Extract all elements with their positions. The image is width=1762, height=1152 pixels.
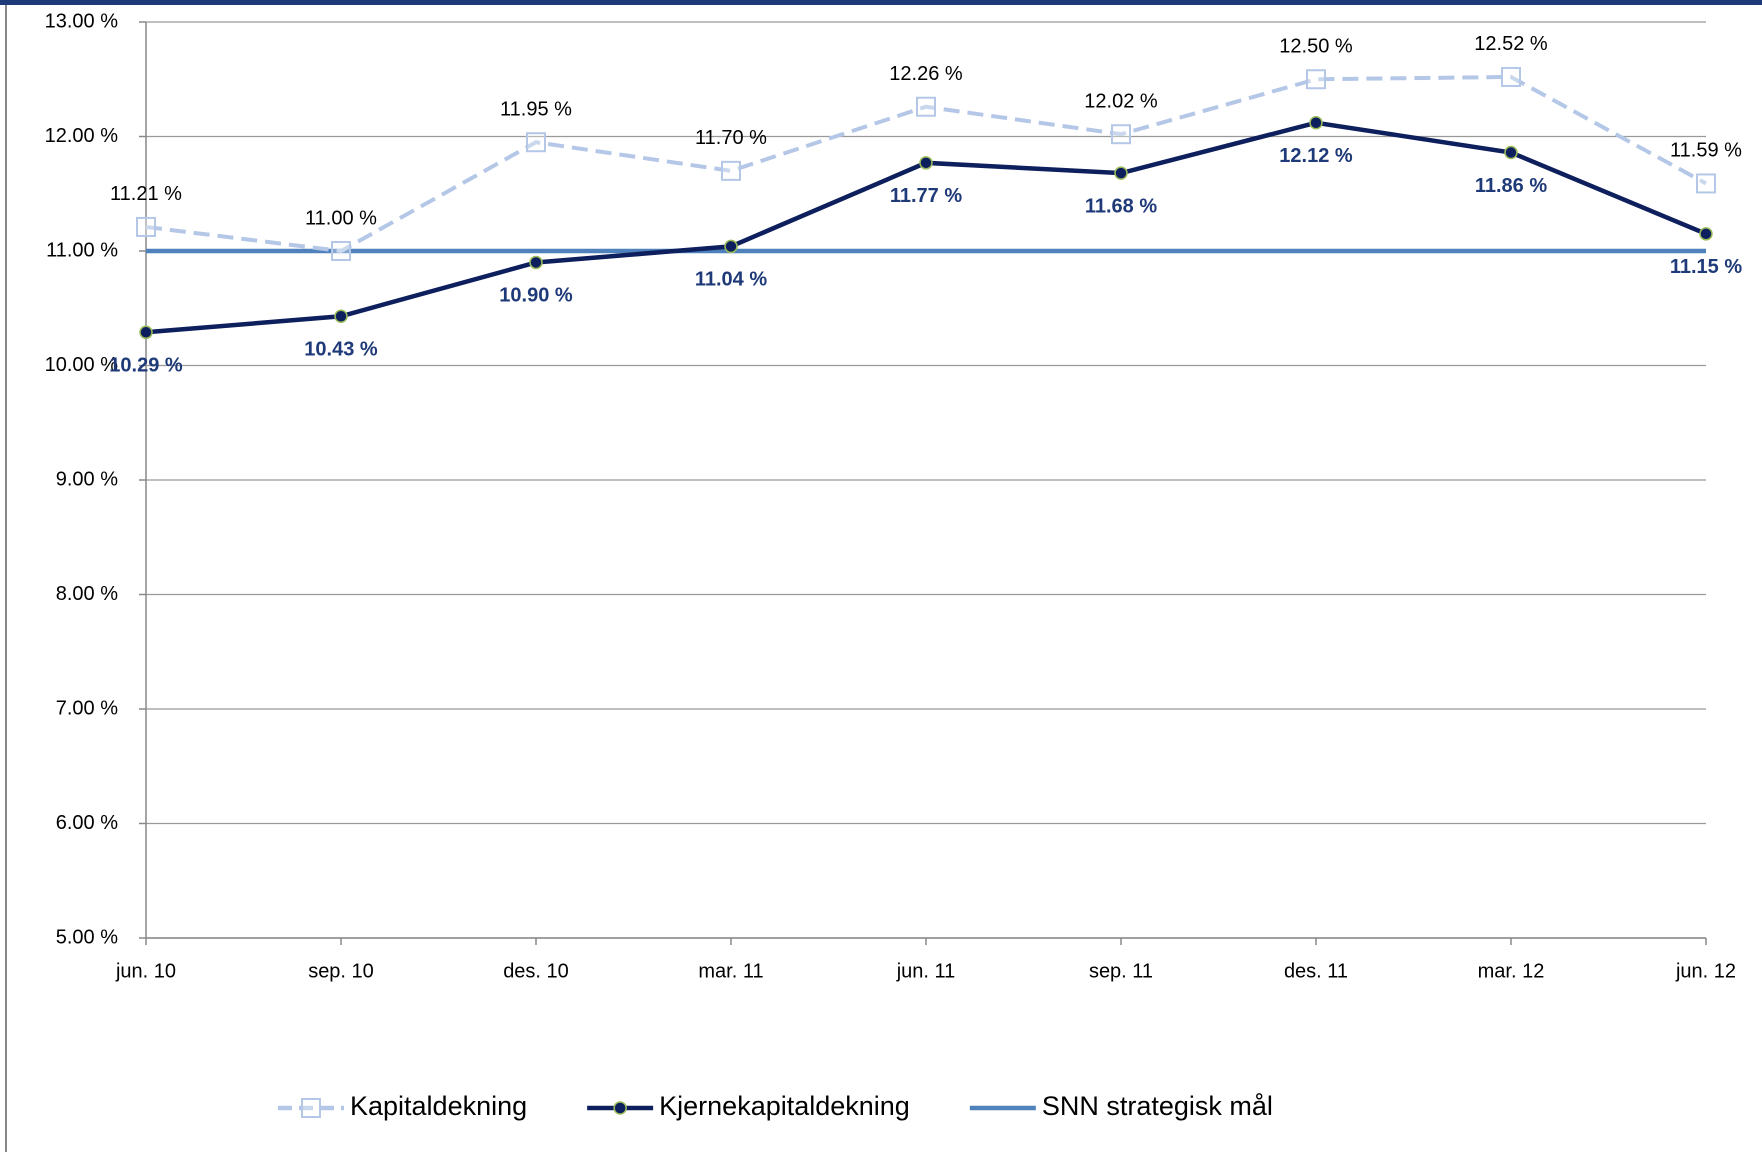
y-tick-label: 11.00 %: [46, 239, 118, 261]
marker: [724, 239, 738, 254]
legend-label: SNN strategisk mål: [1042, 1091, 1273, 1121]
x-tick-label: sep. 11: [1089, 960, 1153, 982]
data-label: 11.21 %: [110, 183, 182, 205]
data-label: 12.26 %: [889, 63, 963, 85]
data-label: 11.70 %: [695, 127, 767, 149]
data-label: 12.12 %: [1279, 145, 1353, 167]
marker: [721, 160, 741, 181]
data-label: 11.86 %: [1475, 175, 1548, 197]
x-tick-label: jun. 10: [115, 960, 176, 982]
data-label: 11.77 %: [890, 185, 963, 207]
marker: [1114, 166, 1128, 180]
legend-item: Kjernekapitaldekning: [587, 1091, 910, 1121]
x-tick-label: mar. 11: [698, 960, 763, 982]
x-tick-label: jun. 12: [1675, 960, 1736, 982]
y-tick-label: 7.00 %: [56, 697, 118, 719]
y-tick-label: 6.00 %: [56, 812, 118, 834]
marker: [1309, 116, 1323, 130]
data-label: 10.43 %: [304, 339, 378, 361]
data-label: 12.02 %: [1084, 90, 1158, 112]
data-label: 10.90 %: [499, 285, 573, 307]
marker: [916, 96, 936, 117]
y-tick-label: 9.00 %: [56, 468, 118, 490]
marker: [919, 156, 933, 170]
y-tick-label: 5.00 %: [56, 926, 118, 948]
data-label: 11.04 %: [695, 269, 768, 291]
legend-marker: [613, 1101, 627, 1115]
data-label: 12.50 %: [1279, 36, 1353, 58]
data-label: 11.95 %: [500, 99, 572, 121]
legend-label: Kapitaldekning: [350, 1091, 527, 1121]
y-tick-label: 12.00 %: [45, 125, 119, 147]
marker: [1696, 173, 1716, 194]
series-line: [145, 74, 1707, 254]
x-tick-label: jun. 11: [896, 960, 956, 982]
x-tick-label: des. 11: [1284, 960, 1348, 982]
marker: [1111, 124, 1131, 145]
marker: [139, 325, 153, 340]
marker: [334, 309, 348, 324]
data-label: 11.68 %: [1085, 195, 1158, 217]
data-label: 11.59 %: [1670, 140, 1742, 162]
legend-item: SNN strategisk mål: [969, 1091, 1273, 1121]
data-label: 11.00 %: [305, 207, 377, 229]
x-tick-label: mar. 12: [1478, 960, 1545, 982]
data-label: 10.29 %: [109, 355, 183, 377]
marker: [1306, 69, 1326, 90]
marker: [526, 132, 546, 153]
marker: [1501, 66, 1521, 87]
marker: [529, 255, 543, 270]
x-tick-label: des. 10: [503, 960, 569, 982]
marker: [1699, 227, 1713, 241]
y-tick-label: 10.00 %: [45, 354, 119, 376]
marker: [1504, 145, 1518, 160]
top-border: [0, 0, 1762, 5]
data-label: 11.15 %: [1670, 256, 1743, 278]
data-label: 12.52 %: [1474, 33, 1548, 55]
legend-marker: [301, 1098, 321, 1118]
y-tick-label: 13.00 %: [45, 10, 119, 32]
legend-item: Kapitaldekning: [278, 1091, 527, 1121]
marker: [331, 241, 351, 261]
x-tick-label: sep. 10: [308, 960, 374, 982]
marker: [136, 216, 156, 237]
y-tick-label: 8.00 %: [56, 583, 118, 605]
legend-label: Kjernekapitaldekning: [659, 1091, 910, 1121]
